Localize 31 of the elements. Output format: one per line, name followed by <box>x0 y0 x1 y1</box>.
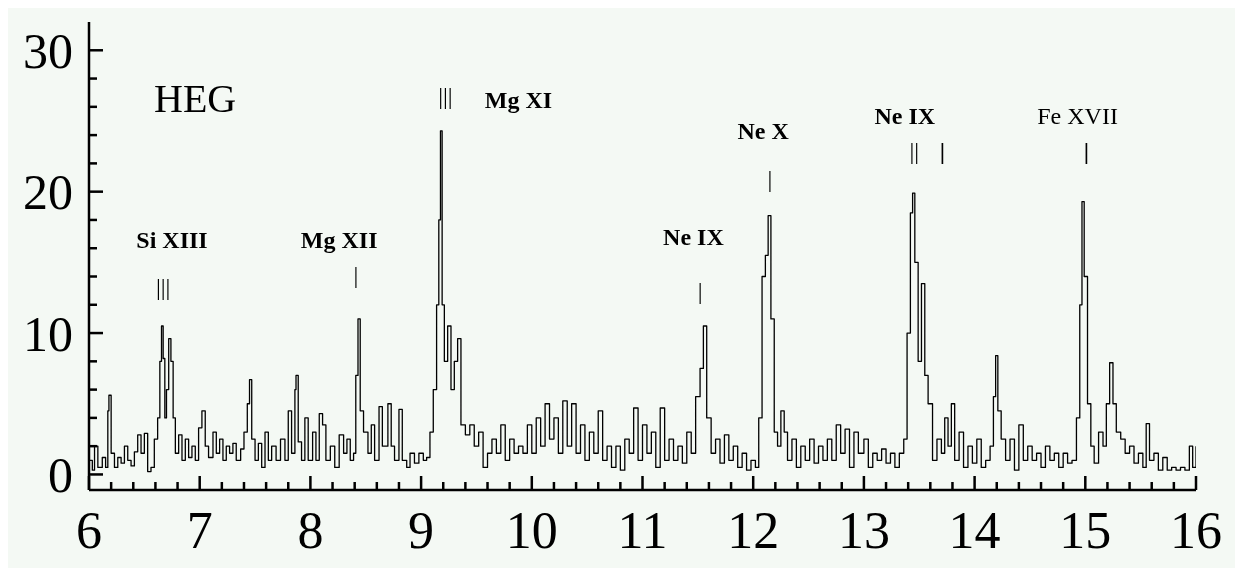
annotation: | <box>353 262 359 289</box>
x-tick-label: 15 <box>1059 502 1112 559</box>
annotation: | <box>939 138 946 165</box>
annotation: Ne X <box>737 118 790 145</box>
annotation: Mg XI <box>484 87 553 114</box>
x-tick-label: 14 <box>948 502 1001 559</box>
y-tick-label: 10 <box>23 305 73 362</box>
annotation: Ne IX <box>663 224 725 251</box>
y-tick-label: 20 <box>23 164 73 221</box>
x-tick-label: 12 <box>727 502 780 559</box>
x-tick-label: 10 <box>505 502 558 559</box>
x-tick-label: 8 <box>297 502 324 559</box>
annotation: HEG <box>154 76 237 121</box>
annotation: Fe XVII <box>1037 102 1118 129</box>
annotation: Si XIII <box>136 227 208 254</box>
y-tick-label: 30 <box>23 22 73 79</box>
annotation: ||| <box>155 273 171 300</box>
x-tick-label: 9 <box>408 502 435 559</box>
annotation: | <box>767 166 773 193</box>
annotation: | <box>697 278 703 305</box>
x-tick-label: 16 <box>1170 502 1222 559</box>
x-tick-label: 13 <box>837 502 890 559</box>
annotation: Mg XII <box>300 227 378 254</box>
y-tick-label: 0 <box>48 446 73 503</box>
annotation: ||| <box>438 82 453 109</box>
annotation: Ne IX <box>874 102 936 129</box>
x-tick-label: 7 <box>186 502 213 559</box>
x-tick-label: 11 <box>617 502 668 559</box>
annotation: | <box>1083 138 1090 165</box>
annotation: || <box>909 138 920 165</box>
x-tick-label: 6 <box>76 502 102 559</box>
